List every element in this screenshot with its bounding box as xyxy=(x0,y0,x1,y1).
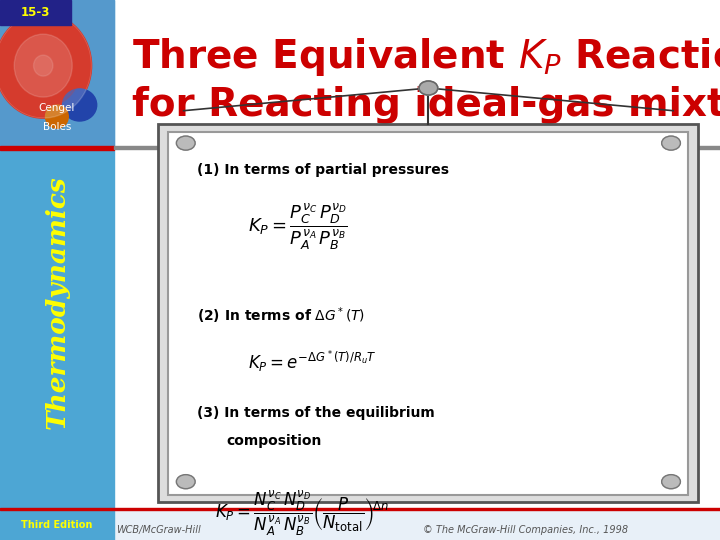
Text: Boles: Boles xyxy=(42,122,71,132)
Ellipse shape xyxy=(24,45,63,86)
Bar xyxy=(0,150,114,510)
Bar xyxy=(168,132,688,495)
Text: $K_P = \dfrac{N_C^{\nu_C}\, N_D^{\nu_D}}{N_A^{\nu_A}\, N_B^{\nu_B}}\left(\dfrac{: $K_P = \dfrac{N_C^{\nu_C}\, N_D^{\nu_D}}… xyxy=(215,488,390,538)
Text: Thermodynamics: Thermodynamics xyxy=(45,176,69,429)
Text: Three Equivalent $\mathit{K}_P$ Reactions: Three Equivalent $\mathit{K}_P$ Reaction… xyxy=(132,36,720,78)
Bar xyxy=(0,0,114,146)
Ellipse shape xyxy=(63,89,96,121)
Text: $K_P = \dfrac{P_C^{\nu_C}\, P_D^{\nu_D}}{P_A^{\nu_A}\, P_B^{\nu_B}}$: $K_P = \dfrac{P_C^{\nu_C}\, P_D^{\nu_D}}… xyxy=(248,201,348,252)
Text: Third Edition: Third Edition xyxy=(21,520,93,530)
Ellipse shape xyxy=(0,13,91,118)
Bar xyxy=(114,0,720,540)
Ellipse shape xyxy=(34,55,53,76)
Circle shape xyxy=(176,475,195,489)
Bar xyxy=(158,124,698,502)
Text: Cengel: Cengel xyxy=(39,103,75,113)
Text: composition: composition xyxy=(226,434,321,448)
Bar xyxy=(0,146,114,150)
Text: $K_P = e^{-\Delta G^*(T)/R_u T}$: $K_P = e^{-\Delta G^*(T)/R_u T}$ xyxy=(248,348,377,375)
Bar xyxy=(0,508,720,510)
Circle shape xyxy=(662,136,680,150)
Circle shape xyxy=(176,136,195,150)
Bar xyxy=(114,146,720,149)
Bar xyxy=(0,510,720,540)
Bar xyxy=(0,0,114,146)
Text: (3) In terms of the equilibrium: (3) In terms of the equilibrium xyxy=(197,406,435,420)
Ellipse shape xyxy=(45,105,68,129)
Text: (2) In terms of $\Delta G^*(T)$: (2) In terms of $\Delta G^*(T)$ xyxy=(197,306,366,326)
Bar xyxy=(0,0,71,25)
Text: © The McGraw-Hill Companies, Inc., 1998: © The McGraw-Hill Companies, Inc., 1998 xyxy=(423,525,628,535)
Ellipse shape xyxy=(0,13,91,118)
Ellipse shape xyxy=(4,24,82,107)
Text: WCB/McGraw-Hill: WCB/McGraw-Hill xyxy=(116,525,201,535)
Circle shape xyxy=(662,475,680,489)
Text: for Reacting ideal-gas mixtures: for Reacting ideal-gas mixtures xyxy=(132,86,720,124)
Bar xyxy=(0,510,114,540)
Text: 15-3: 15-3 xyxy=(21,6,50,19)
Ellipse shape xyxy=(14,34,72,97)
Circle shape xyxy=(419,81,438,95)
Text: (1) In terms of partial pressures: (1) In terms of partial pressures xyxy=(197,163,449,177)
